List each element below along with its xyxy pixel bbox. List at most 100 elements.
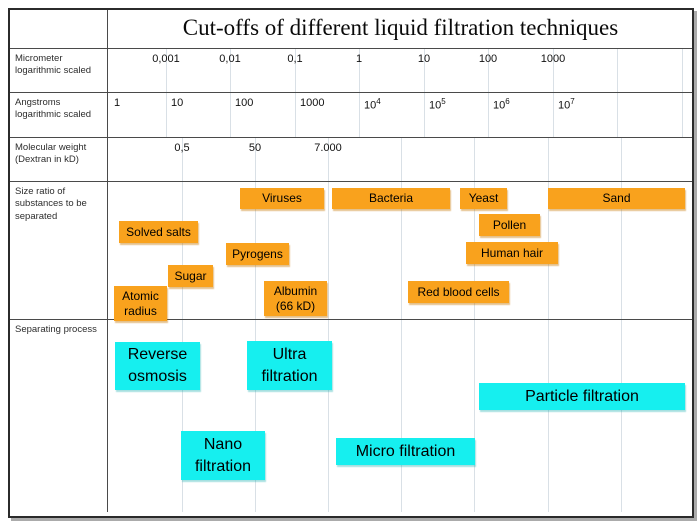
grid-line — [474, 320, 475, 512]
angstrom-scale-label: Angstroms logarithmic scaled — [10, 93, 108, 137]
page-title: Cut-offs of different liquid filtration … — [182, 15, 619, 40]
grid-line — [166, 49, 167, 92]
grid-line — [182, 138, 183, 181]
substance-box-albumin-66-kd: Albumin (66 kD) — [264, 281, 327, 316]
micrometer-scale-row: Micrometer logarithmic scaled 0,001 0,01 0… — [10, 49, 692, 93]
substance-box-solved-salts: Solved salts — [119, 221, 198, 243]
substance-box-label: Albumin (66 kD) — [273, 283, 318, 313]
substance-box-label: Human hair — [480, 245, 544, 260]
tick-label-1: 1 — [355, 53, 363, 65]
process-box-label: Nano filtration — [194, 435, 252, 475]
grid-line — [621, 138, 622, 181]
grid-line — [488, 49, 489, 92]
filtration-chart-table: Cut-offs of different liquid filtration … — [8, 8, 694, 518]
tick-label-1000: 1000 — [300, 97, 325, 109]
grid-line — [548, 320, 549, 512]
substance-box-bacteria: Bacteria — [332, 188, 450, 209]
separating-process-row: Separating process Reverse osmosis Ultra … — [10, 320, 692, 512]
grid-line — [328, 320, 329, 512]
substance-box-pollen: Pollen — [479, 214, 540, 236]
grid-line — [424, 49, 425, 92]
grid-line — [621, 182, 622, 319]
substance-box-label: Sugar — [174, 268, 207, 283]
substance-box-label: Pollen — [492, 217, 527, 232]
substance-box-sand: Sand — [548, 188, 685, 209]
grid-line — [553, 49, 554, 92]
substance-box-viruses: Viruses — [240, 188, 324, 209]
grid-line — [295, 49, 296, 92]
title-cell: Cut-offs of different liquid filtration … — [109, 10, 692, 48]
substance-box-label: Atomic radius — [122, 288, 159, 318]
process-box-nano-filtration: Nano filtration — [181, 431, 265, 480]
grid-line — [182, 320, 183, 512]
grid-line — [474, 138, 475, 181]
substance-boxes-area: Viruses Bacteria Yeast Sand Solved salts Poll… — [109, 182, 692, 321]
substance-box-label: Red blood cells — [417, 284, 500, 299]
grid-line — [255, 138, 256, 181]
micrometer-scale-ticks: 0,001 0,01 0,1 1 10 100 1000 — [109, 49, 692, 92]
micrometer-scale-label: Micrometer logarithmic scaled — [10, 49, 108, 92]
grid-line — [553, 93, 554, 137]
process-box-label: Micro filtration — [355, 442, 456, 460]
grid-line — [182, 182, 183, 319]
grid-line — [682, 49, 683, 92]
tick-label-0-01: 0,01 — [219, 53, 241, 65]
title-row: Cut-offs of different liquid filtration … — [10, 10, 692, 49]
substance-box-yeast: Yeast — [460, 188, 507, 209]
process-box-reverse-osmosis: Reverse osmosis — [115, 342, 200, 390]
grid-line — [359, 49, 360, 92]
process-box-label: Reverse osmosis — [127, 346, 188, 385]
tick-label-7-000: 7.000 — [314, 142, 342, 154]
tick-label-1: 1 — [114, 97, 121, 109]
tick-label-10-4: 104 — [364, 97, 381, 112]
process-box-ultra-filtration: Ultra filtration — [247, 341, 332, 390]
tick-label-10-6: 106 — [493, 97, 510, 112]
tick-label-50: 50 — [248, 142, 262, 154]
tick-label-1000: 1000 — [540, 53, 566, 65]
substance-box-pyrogens: Pyrogens — [226, 243, 289, 265]
grid-line — [401, 182, 402, 319]
separating-process-row-label: Separating process — [10, 320, 108, 512]
grid-line — [401, 138, 402, 181]
grid-line — [424, 93, 425, 137]
title-row-header-cell — [10, 10, 108, 48]
molecular-weight-scale-label: Molecular weight (Dextran in kD) — [10, 138, 108, 181]
grid-line — [295, 93, 296, 137]
grid-line — [621, 320, 622, 512]
substance-box-label: Solved salts — [126, 224, 191, 239]
substance-box-label: Pyrogens — [232, 246, 283, 261]
tick-label-0-1: 0,1 — [287, 53, 303, 65]
tick-label-10: 10 — [417, 53, 431, 65]
grid-line — [682, 93, 683, 137]
substance-box-red-blood-cells: Red blood cells — [408, 281, 509, 303]
tick-label-0-5: 0,5 — [174, 142, 190, 154]
angstrom-scale-row: Angstroms logarithmic scaled 1 10 100 1000 1… — [10, 93, 692, 138]
grid-line — [359, 93, 360, 137]
size-ratio-row: Size ratio of substances to be separated… — [10, 182, 692, 321]
tick-label-0-001: 0,001 — [152, 53, 180, 65]
grid-line — [328, 138, 329, 181]
grid-line — [255, 320, 256, 512]
angstrom-scale-ticks: 1 10 100 1000 104 105 106 107 — [109, 93, 692, 137]
process-box-micro-filtration: Micro filtration — [336, 438, 475, 465]
grid-line — [617, 93, 618, 137]
molecular-weight-scale-row: Molecular weight (Dextran in kD) 0,5 50 7.… — [10, 138, 692, 182]
tick-label-100: 100 — [235, 97, 254, 109]
tick-label-10: 10 — [171, 97, 184, 109]
grid-line — [488, 93, 489, 137]
substance-box-label: Sand — [602, 191, 631, 205]
process-boxes-area: Reverse osmosis Ultra filtration Nano filt… — [109, 320, 692, 512]
substance-box-label: Viruses — [262, 191, 302, 205]
process-box-label: Ultra filtration — [261, 345, 318, 385]
molecular-weight-scale-ticks: 0,5 50 7.000 — [109, 138, 692, 181]
substance-box-sugar: Sugar — [168, 265, 213, 287]
grid-line — [617, 49, 618, 92]
substance-box-atomic-radius: Atomic radius — [114, 286, 167, 321]
process-box-label: Particle filtration — [525, 387, 639, 405]
process-box-particle-filtration: Particle filtration — [479, 383, 685, 410]
grid-line — [230, 49, 231, 92]
tick-label-10-5: 105 — [429, 97, 446, 112]
grid-line — [328, 182, 329, 319]
grid-line — [230, 93, 231, 137]
tick-label-100: 100 — [478, 53, 498, 65]
